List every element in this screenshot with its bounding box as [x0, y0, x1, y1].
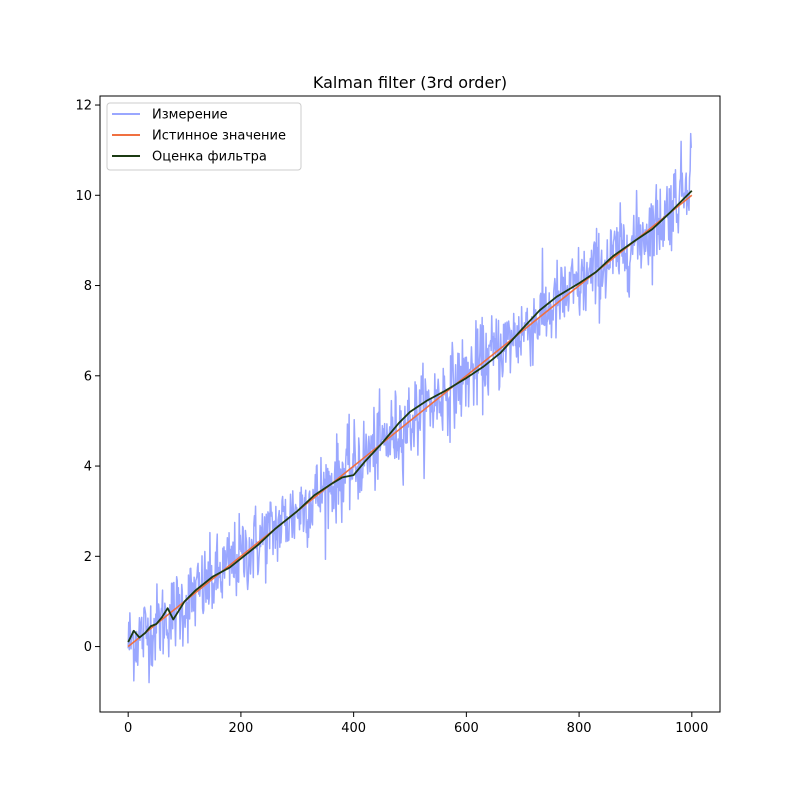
x-tick-label: 800 — [567, 721, 592, 736]
legend-frame — [106, 102, 302, 171]
chart-title: Kalman filter (3rd order) — [313, 73, 507, 92]
legend-label-filter-estimate: Оценка фильтра — [152, 150, 267, 165]
plot-area — [99, 95, 721, 713]
x-tick-label: 200 — [228, 721, 253, 736]
y-tick-label: 10 — [75, 189, 92, 204]
y-tick-label: 2 — [84, 550, 92, 565]
x-tick-label: 400 — [341, 721, 366, 736]
plot-background — [100, 96, 720, 712]
series-line-measurement — [127, 132, 692, 684]
y-tick-label: 8 — [84, 279, 92, 294]
x-tick-label: 0 — [124, 721, 132, 736]
x-tick-label: 1000 — [675, 721, 708, 736]
plot-frame — [99, 95, 721, 713]
y-tick-label: 4 — [84, 460, 92, 475]
legend-label-measurement: Измерение — [152, 108, 228, 123]
y-axis: 0 2 4 6 8 10 12 — [75, 99, 100, 655]
legend-label-true-value: Истинное значение — [152, 129, 286, 144]
y-tick-label: 12 — [75, 99, 92, 114]
x-axis: 0 200 400 600 800 1000 — [124, 712, 708, 736]
legend: Измерение Истинное значение Оценка фильт… — [106, 102, 302, 171]
y-tick-label: 6 — [84, 369, 92, 384]
series-line-filter-estimate — [127, 190, 693, 643]
y-tick-label: 0 — [84, 640, 92, 655]
series-layer — [127, 132, 693, 684]
x-tick-label: 600 — [454, 721, 479, 736]
